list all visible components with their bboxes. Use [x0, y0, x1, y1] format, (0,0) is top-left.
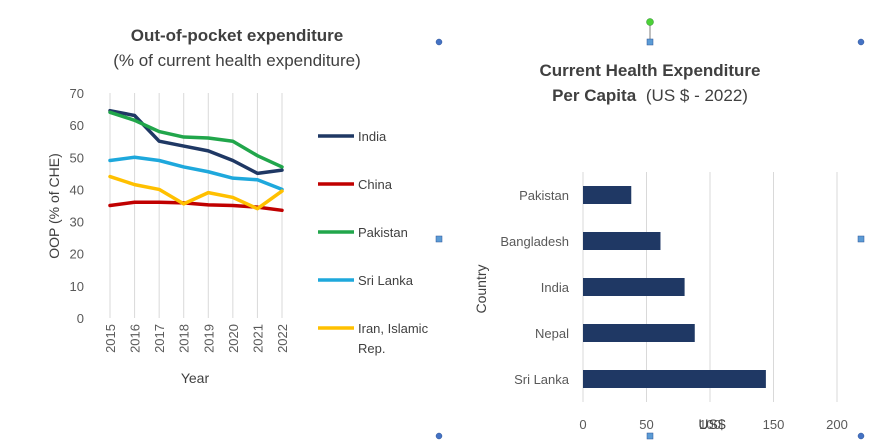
resize-handle-bottom-left[interactable] [435, 432, 443, 440]
che-category-label: Sri Lanka [514, 372, 570, 387]
che-bar-chart: Current Health Expenditure Per Capita (U… [473, 61, 848, 432]
che-bars [583, 186, 766, 388]
resize-handle-bottom-right[interactable] [857, 432, 865, 440]
oop-x-tick-label: 2019 [201, 324, 216, 353]
che-x-axis-label: US$ [698, 416, 725, 432]
series-line-sri-lanka [108, 155, 284, 192]
oop-line-chart: Out-of-pocket expenditure (% of current … [46, 26, 429, 386]
legend-label: Sri Lanka [358, 273, 414, 288]
oop-x-tick-label: 2021 [250, 324, 265, 353]
che-category-labels: Pakistan Bangladesh India Nepal Sri Lanka [500, 188, 569, 387]
bar-pakistan [583, 186, 632, 204]
oop-series-lines [108, 108, 284, 213]
bar-nepal [583, 324, 695, 342]
che-x-tick-label: 0 [579, 417, 586, 432]
che-x-tick-label: 200 [826, 417, 848, 432]
legend-label: China [358, 177, 393, 192]
che-chart-title: Current Health Expenditure [539, 61, 760, 80]
oop-x-tick-label: 2015 [103, 324, 118, 353]
oop-y-tick-label: 30 [70, 215, 84, 230]
legend-label: India [358, 129, 387, 144]
resize-handle-top-left[interactable] [435, 38, 443, 46]
oop-x-axis-label: Year [181, 370, 210, 386]
oop-y-ticks: 0 10 20 30 40 50 60 70 [70, 86, 84, 326]
oop-chart-subtitle: (% of current health expenditure) [113, 51, 361, 70]
legend-label: Rep. [358, 341, 385, 356]
che-title-unit: (US $ - 2022) [646, 86, 748, 105]
rotate-handle[interactable] [646, 18, 654, 26]
oop-y-tick-label: 10 [70, 279, 84, 294]
bar-india [583, 278, 685, 296]
oop-y-axis-label: OOP (% of CHE) [46, 153, 62, 259]
oop-x-tick-label: 2020 [226, 324, 241, 353]
resize-handle-bottom[interactable] [646, 432, 654, 440]
che-y-axis-label: Country [473, 264, 489, 313]
oop-y-tick-label: 20 [70, 247, 84, 262]
che-category-label: Nepal [535, 326, 569, 341]
oop-legend: India China Pakistan Sri Lanka Iran, Islamic… [318, 129, 429, 356]
oop-y-tick-label: 0 [77, 311, 84, 326]
selection-handles[interactable] [435, 18, 865, 440]
oop-y-tick-label: 50 [70, 150, 84, 165]
resize-handle-top-right[interactable] [857, 38, 865, 46]
che-category-label: India [541, 280, 570, 295]
bar-sri-lanka [583, 370, 766, 388]
che-x-ticks: 0 50 100 150 200 [579, 417, 847, 432]
oop-y-tick-label: 40 [70, 182, 84, 197]
resize-handle-top[interactable] [646, 38, 654, 46]
oop-x-tick-label: 2018 [177, 324, 192, 353]
che-x-tick-label: 100 [699, 417, 721, 432]
legend-label: Iran, Islamic [358, 321, 429, 336]
oop-y-tick-label: 60 [70, 118, 84, 133]
oop-x-ticks: 2015 2016 2017 2018 2019 2020 2021 2022 [103, 324, 290, 353]
legend-label: Pakistan [358, 225, 408, 240]
oop-chart-title: Out-of-pocket expenditure [131, 26, 344, 45]
che-category-label: Pakistan [519, 188, 569, 203]
che-chart-title-line2: Per Capita (US $ - 2022) [552, 86, 748, 105]
che-title-per-capita: Per Capita [552, 86, 637, 105]
oop-x-tick-label: 2017 [152, 324, 167, 353]
oop-x-tick-label: 2016 [128, 324, 143, 353]
resize-handle-left[interactable] [435, 235, 443, 243]
che-x-tick-label: 50 [639, 417, 653, 432]
oop-y-tick-label: 70 [70, 86, 84, 101]
che-category-label: Bangladesh [500, 234, 569, 249]
series-line-iran-islamic-rep [108, 174, 284, 211]
series-line-india [108, 108, 284, 176]
che-x-tick-label: 150 [763, 417, 785, 432]
bar-bangladesh [583, 232, 661, 250]
resize-handle-right[interactable] [857, 235, 865, 243]
series-line-pakistan [108, 110, 284, 169]
oop-x-tick-label: 2022 [275, 324, 290, 353]
